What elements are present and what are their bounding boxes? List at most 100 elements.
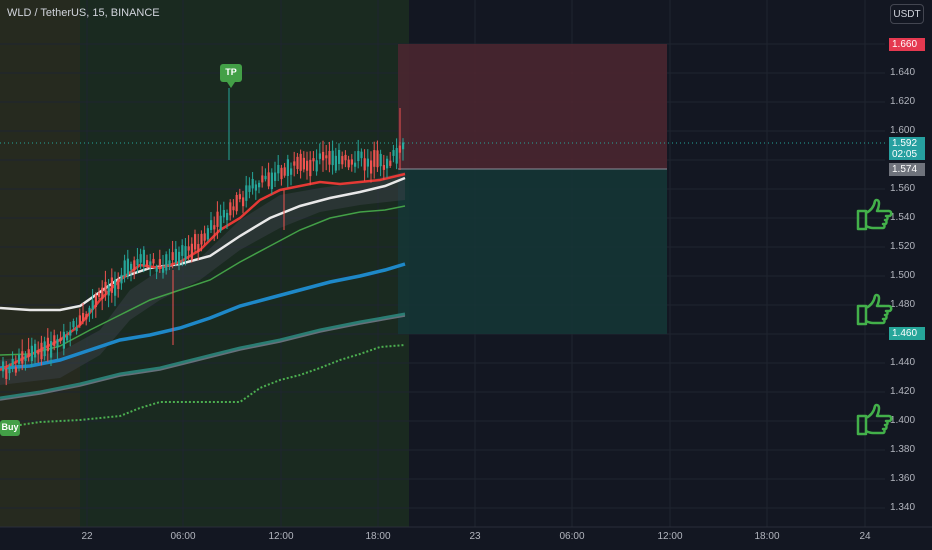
candle-body: [318, 153, 321, 159]
candle-body: [325, 155, 328, 159]
time-axis-label: 23: [469, 531, 481, 542]
time-axis-label: 06:00: [559, 531, 585, 542]
stop-price-tag: 1.460: [892, 328, 918, 339]
candle-body: [299, 153, 302, 171]
ma-white: [0, 176, 406, 312]
candle-body: [155, 266, 158, 272]
candle-body: [142, 249, 145, 266]
candle-body: [322, 151, 325, 161]
candle-body: [248, 185, 251, 192]
candle-body: [328, 151, 331, 165]
time-axis-label: 24: [859, 531, 871, 542]
time-axis-label: 18:00: [754, 531, 780, 542]
candle-body: [296, 156, 299, 170]
price-axis-label: 1.540: [890, 212, 916, 223]
candle-body: [402, 142, 405, 150]
candlestick-series[interactable]: [2, 88, 405, 386]
candle-body: [354, 162, 357, 167]
session-background-olive: [0, 0, 80, 527]
candle-body: [386, 158, 389, 169]
candle-body: [232, 206, 235, 211]
candle-body: [347, 159, 350, 168]
candle-body: [245, 185, 248, 201]
candle-body: [27, 349, 30, 358]
candle-body: [136, 259, 139, 266]
tp-marker[interactable]: TP: [225, 67, 237, 77]
candle-body: [82, 312, 85, 321]
candle-body: [11, 358, 14, 366]
candle-body: [338, 149, 341, 164]
candle-body: [114, 279, 117, 296]
candle-body: [94, 295, 97, 308]
price-axis-label: 1.440: [890, 357, 916, 368]
pointing-hand-icon: [856, 293, 893, 326]
candle-body: [168, 260, 171, 266]
candle-body: [312, 158, 315, 162]
candle-body: [152, 258, 155, 264]
pointing-hand-icon: [856, 403, 893, 436]
time-axis-label: 18:00: [365, 531, 391, 542]
tp-marker-box: [220, 64, 242, 82]
candle-body: [14, 367, 17, 373]
candle-body: [238, 194, 241, 200]
target-zone[interactable]: [398, 44, 667, 169]
symbol-title: WLD / TetherUS, 15, BINANCE: [7, 7, 160, 19]
candle-body: [200, 233, 203, 245]
candle-body: [357, 151, 360, 162]
price-axis-label: 1.480: [890, 299, 916, 310]
price-axis-label: 1.360: [890, 473, 916, 484]
candle-body: [331, 150, 334, 166]
candle-body: [120, 274, 123, 284]
time-axis-label: 12:00: [657, 531, 683, 542]
candle-body: [213, 225, 216, 230]
stop-zone[interactable]: [398, 169, 667, 334]
candle-body: [18, 354, 21, 364]
ma-blue: [0, 262, 406, 370]
candle-body: [91, 300, 94, 310]
candle-body: [264, 175, 267, 180]
candle-body: [5, 368, 8, 379]
candle-body: [24, 354, 27, 361]
price-axis-label: 1.520: [890, 241, 916, 252]
candle-body: [104, 281, 107, 293]
stop-price-badge: [889, 327, 925, 340]
candle-body: [389, 160, 392, 166]
currency-button[interactable]: USDT: [890, 4, 924, 24]
candle-body: [53, 335, 56, 347]
pointing-hand-icon: [856, 198, 893, 231]
candle-body: [235, 194, 238, 212]
candle-body: [344, 154, 347, 161]
ma-gray-slow: [0, 315, 406, 401]
buy-marker[interactable]: Buy: [1, 422, 19, 432]
candle-body: [165, 254, 168, 271]
candle-body: [66, 335, 69, 341]
candle-body: [376, 150, 379, 168]
candle-body: [30, 345, 33, 362]
current-price-badge: [889, 137, 925, 160]
candle-body: [350, 159, 353, 165]
price-axis-label: 1.400: [890, 415, 916, 426]
candle-body: [123, 260, 126, 276]
candle-body: [242, 197, 245, 207]
candle-body: [40, 342, 43, 360]
ribbon-band: [0, 172, 405, 385]
candle-body: [267, 172, 270, 187]
entry-price-badge: [889, 163, 925, 176]
time-axis-label: 12:00: [268, 531, 294, 542]
candle-body: [229, 202, 232, 216]
candle-body: [306, 160, 309, 171]
price-axis-label: 1.500: [890, 270, 916, 281]
candle-body: [341, 156, 344, 165]
candle-body: [302, 157, 305, 170]
candle-body: [373, 150, 376, 167]
candle-body: [69, 330, 72, 336]
candle-body: [56, 339, 59, 348]
candle-body: [184, 246, 187, 260]
target-price-tag: 1.660: [892, 39, 918, 50]
candle-body: [261, 175, 264, 183]
candle-body: [379, 153, 382, 167]
candle-body: [366, 158, 369, 167]
candle-body: [8, 366, 11, 374]
candle-body: [174, 248, 177, 263]
